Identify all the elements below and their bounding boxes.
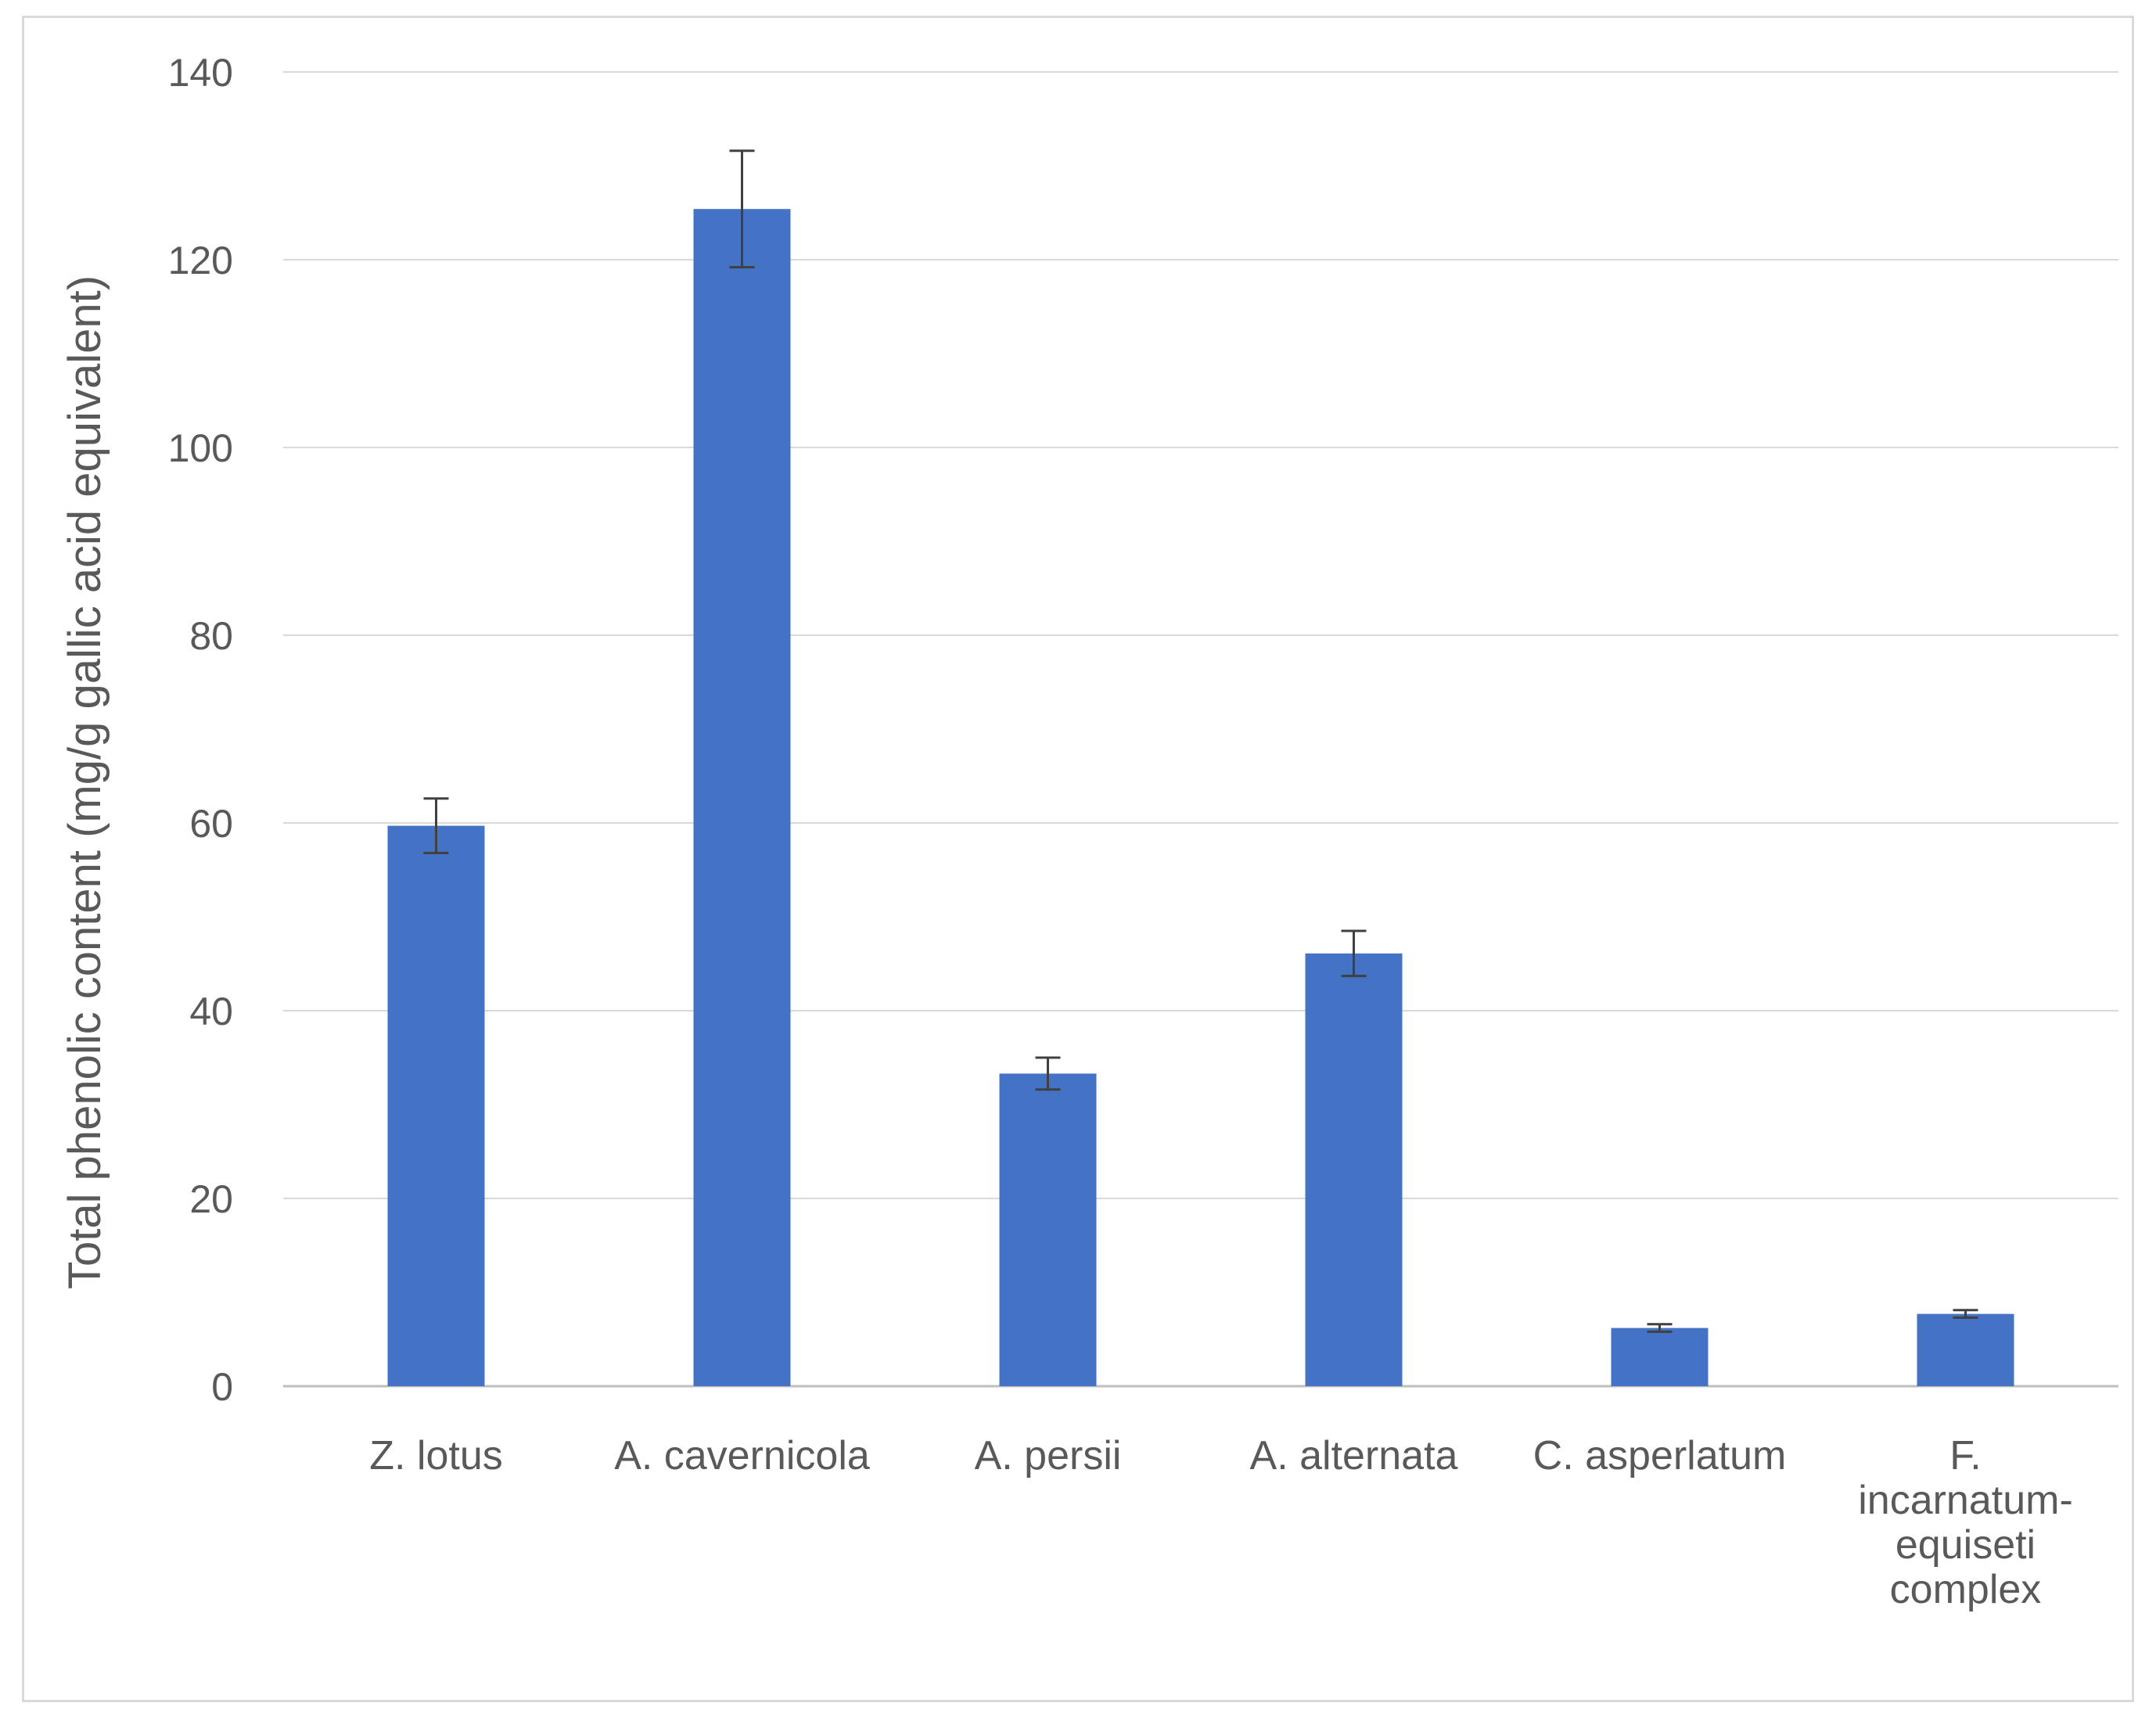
x-tick-label: F. incarnatum-equiseti complex [1858, 1433, 2073, 1612]
bars [387, 209, 2014, 1387]
y-tick-labels: 0 20 40 60 80 100 120 140 [168, 51, 233, 1409]
x-tick-label: A. persii [975, 1433, 1122, 1478]
bar [1917, 1313, 2014, 1386]
error-bar [729, 149, 755, 269]
y-tick-label: 60 [189, 802, 233, 846]
error-bar [1035, 1056, 1061, 1091]
x-tick-label: A. cavernicola [614, 1433, 870, 1478]
y-tick-label: 0 [211, 1365, 233, 1409]
x-tick-label-line: A. alternata [1250, 1433, 1458, 1478]
y-tick-label: 120 [168, 239, 233, 282]
bar [999, 1073, 1097, 1386]
bar [1611, 1328, 1709, 1386]
y-tick-label: 40 [189, 990, 233, 1033]
error-bar [1953, 1309, 1978, 1319]
x-tick-label-line: complex [1890, 1567, 2042, 1612]
x-tick-label: C. asperlatum [1533, 1433, 1787, 1478]
error-bars [423, 149, 1978, 1333]
error-bar [1647, 1323, 1673, 1333]
x-tick-label-line: A. persii [975, 1433, 1122, 1478]
y-tick-label: 140 [168, 51, 233, 95]
y-tick-label: 20 [189, 1177, 233, 1221]
bar [1305, 953, 1403, 1386]
x-tick-label: A. alternata [1250, 1433, 1458, 1478]
error-bar [423, 797, 449, 854]
y-tick-label: 100 [168, 426, 233, 470]
y-tick-label: 80 [189, 614, 233, 658]
error-bar [1341, 929, 1367, 978]
x-tick-label-line: equiseti [1895, 1522, 2036, 1568]
bar [387, 825, 485, 1386]
x-tick-label-line: A. cavernicola [614, 1433, 870, 1478]
x-tick-label-line: incarnatum- [1858, 1478, 2073, 1523]
x-tick-label: Z. lotus [369, 1433, 503, 1478]
gridlines [283, 71, 2118, 1388]
x-tick-label-line: Z. lotus [369, 1433, 503, 1478]
x-tick-label-line: C. asperlatum [1533, 1433, 1787, 1478]
y-axis-label: Total phenolic content (mg/g gallic acid… [59, 275, 110, 1289]
x-tick-label-line: F. [1949, 1433, 1981, 1478]
chart-frame [22, 16, 2134, 1702]
x-tick-labels: Z. lotus A. cavernicola A. persii A. altern… [369, 1433, 2073, 1612]
bar [693, 209, 791, 1387]
